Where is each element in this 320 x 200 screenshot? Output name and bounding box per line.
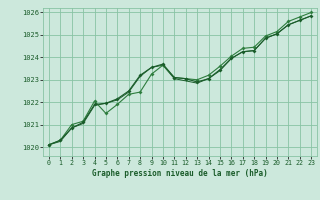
X-axis label: Graphe pression niveau de la mer (hPa): Graphe pression niveau de la mer (hPa) [92,169,268,178]
